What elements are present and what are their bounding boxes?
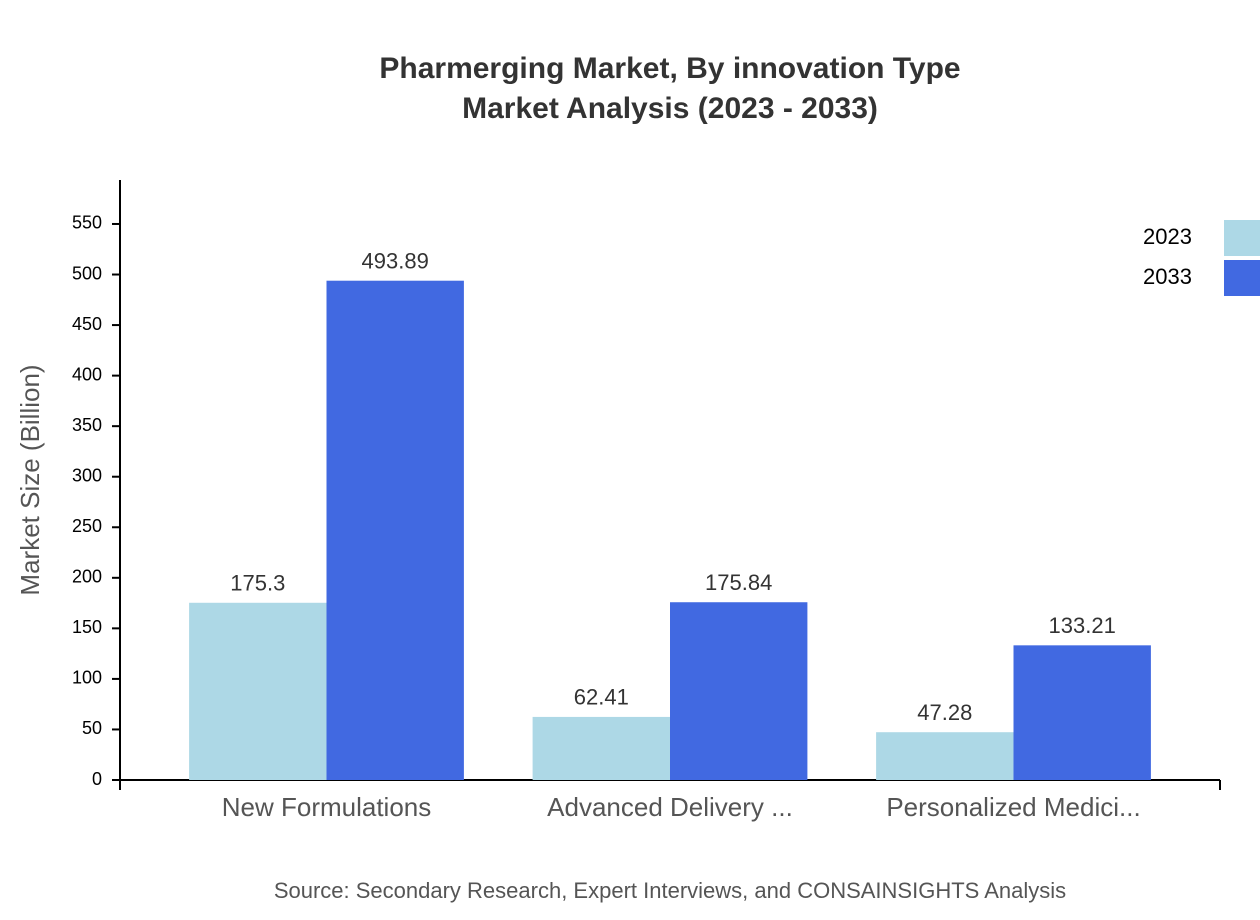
y-tick-label: 350	[72, 415, 102, 435]
value-label: 62.41	[574, 685, 629, 710]
value-label: 175.84	[705, 570, 772, 595]
chart-title: Pharmerging Market, By innovation Type	[379, 52, 960, 85]
bar	[326, 280, 464, 780]
bar	[1013, 645, 1151, 780]
legend-label: 2023	[1143, 224, 1192, 249]
value-label: 133.21	[1049, 613, 1116, 638]
y-tick-label: 250	[72, 516, 102, 536]
x-tick-label: Personalized Medici...	[886, 792, 1140, 822]
chart-subtitle: Market Analysis (2023 - 2033)	[462, 92, 878, 125]
bar	[189, 602, 327, 780]
value-label: 175.3	[230, 571, 285, 596]
y-tick-label: 0	[92, 769, 102, 789]
value-label: 47.28	[917, 700, 972, 725]
y-tick-label: 500	[72, 263, 102, 283]
y-tick-label: 450	[72, 314, 102, 334]
y-tick-label: 100	[72, 668, 102, 688]
legend-label: 2033	[1143, 264, 1192, 289]
bar	[532, 716, 670, 780]
y-tick-label: 550	[72, 213, 102, 233]
x-tick-label: New Formulations	[222, 792, 432, 822]
legend-swatch	[1224, 220, 1260, 256]
legend-swatch	[1224, 260, 1260, 296]
x-tick-label: Advanced Delivery ...	[547, 792, 793, 822]
y-tick-label: 200	[72, 567, 102, 587]
bar	[670, 602, 808, 780]
bar	[876, 732, 1014, 780]
y-tick-label: 50	[82, 718, 102, 738]
y-tick-label: 150	[72, 617, 102, 637]
source-note: Source: Secondary Research, Expert Inter…	[274, 878, 1066, 903]
y-tick-label: 300	[72, 465, 102, 485]
value-label: 493.89	[362, 249, 429, 274]
y-axis-label: Market Size (Billion)	[15, 364, 45, 595]
y-tick-label: 400	[72, 364, 102, 384]
